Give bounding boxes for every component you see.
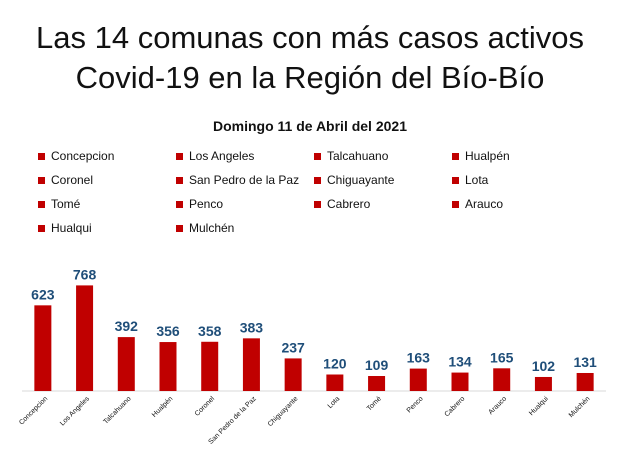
data-label: 356 [156, 323, 180, 339]
data-label: 768 [73, 266, 97, 282]
bar-los-angeles [76, 285, 94, 391]
x-tick-label: Concepcion [18, 395, 49, 426]
bar-lota [326, 374, 344, 391]
data-label: 131 [573, 354, 597, 370]
bar-tomé [368, 376, 386, 391]
data-label: 623 [31, 286, 55, 302]
legend-label: Coronel [51, 173, 94, 187]
bar-hualqui [534, 376, 552, 391]
data-label: 237 [281, 339, 305, 355]
bar-arauco [493, 368, 511, 391]
legend-label: Penco [189, 197, 224, 211]
x-tick-label: Mulchén [568, 395, 592, 419]
legend-item: Penco [176, 197, 223, 211]
data-label: 109 [365, 357, 389, 373]
legend-swatch [176, 224, 183, 232]
x-tick-label: Chiguayante [267, 395, 300, 428]
legend-label: Cabrero [327, 197, 371, 211]
legend-swatch [38, 200, 45, 208]
x-tick-label: Hualpén [151, 395, 174, 418]
x-tick-label: Penco [406, 395, 425, 414]
legend-swatch [452, 176, 459, 184]
legend-swatch [314, 152, 321, 160]
legend-swatch [176, 200, 183, 208]
title-line-1: Las 14 comunas con más casos activos [36, 20, 584, 55]
x-tick-label: Hualqui [528, 395, 550, 417]
title-line-2: Covid-19 en la Región del Bío-Bío [75, 60, 545, 95]
x-tick-label: Cabrero [444, 395, 467, 418]
legend-label: Chiguayante [327, 173, 395, 187]
legend-label: Arauco [465, 197, 504, 211]
legend-label: Talcahuano [327, 149, 389, 163]
bar-mulchén [576, 372, 594, 391]
x-tick-label: Coronel [194, 395, 217, 418]
bar-talcahuano [117, 337, 135, 391]
legend-swatch [38, 224, 45, 232]
legend-item: Hualpén [452, 149, 510, 163]
bar-chart: 623 Concepcion 768 Los Angeles 392 Talcahuano… [18, 266, 606, 446]
legend-item: San Pedro de la Paz [176, 173, 299, 187]
x-tick-label: Tomé [366, 395, 383, 412]
legend-swatch [38, 152, 45, 160]
data-label: 383 [240, 319, 264, 335]
legend-item: Arauco [452, 197, 503, 211]
legend-item: Concepcion [38, 149, 114, 163]
bar-cabrero [451, 372, 469, 391]
legend-label: Concepcion [51, 149, 115, 163]
chart-subtitle: Domingo 11 de Abril del 2021 [213, 118, 407, 134]
legend-label: Los Angeles [189, 149, 255, 163]
legend-item: Coronel [38, 173, 93, 187]
x-tick-label: Talcahuano [102, 395, 132, 425]
bar-coronel [201, 341, 219, 391]
legend: Concepcion Los Angeles Talcahuano Hualpén Co… [38, 149, 578, 245]
legend-swatch [38, 176, 45, 184]
legend-label: Hualqui [51, 221, 92, 235]
data-label: 134 [448, 354, 472, 370]
legend-swatch [452, 200, 459, 208]
data-label: 120 [323, 356, 347, 372]
legend-label: Mulchén [189, 221, 235, 235]
x-tick-label: Arauco [487, 395, 508, 416]
legend-item: Lota [452, 173, 488, 187]
legend-label: Lota [465, 173, 489, 187]
legend-item: Mulchén [176, 221, 234, 235]
data-label: 102 [532, 358, 556, 374]
legend-item: Hualqui [38, 221, 92, 235]
legend-swatch [314, 200, 321, 208]
legend-item: Los Angeles [176, 149, 254, 163]
legend-swatch [176, 176, 183, 184]
legend-label: Tomé [51, 197, 81, 211]
legend-swatch [452, 152, 459, 160]
legend-item: Talcahuano [314, 149, 388, 163]
chart-title: Las 14 comunas con más casos activos Cov… [0, 18, 620, 98]
bar-concepcion [34, 305, 52, 391]
data-label: 165 [490, 349, 514, 365]
legend-item: Tomé [38, 197, 80, 211]
x-tick-label: Los Angeles [59, 395, 91, 427]
legend-item: Chiguayante [314, 173, 394, 187]
x-tick-label: Lota [327, 395, 342, 410]
bar-chiguayante [284, 358, 302, 391]
bar-hualpén [159, 342, 177, 391]
bar-penco [409, 368, 427, 391]
legend-swatch [176, 152, 183, 160]
legend-item: Cabrero [314, 197, 370, 211]
data-label: 392 [115, 318, 139, 334]
data-label: 163 [407, 350, 431, 366]
legend-swatch [314, 176, 321, 184]
bar-san-pedro-de-la-paz [242, 338, 260, 391]
x-tick-label: San Pedro de la Paz [207, 395, 258, 446]
legend-label: San Pedro de la Paz [189, 173, 300, 187]
data-label: 358 [198, 323, 222, 339]
legend-label: Hualpén [465, 149, 510, 163]
